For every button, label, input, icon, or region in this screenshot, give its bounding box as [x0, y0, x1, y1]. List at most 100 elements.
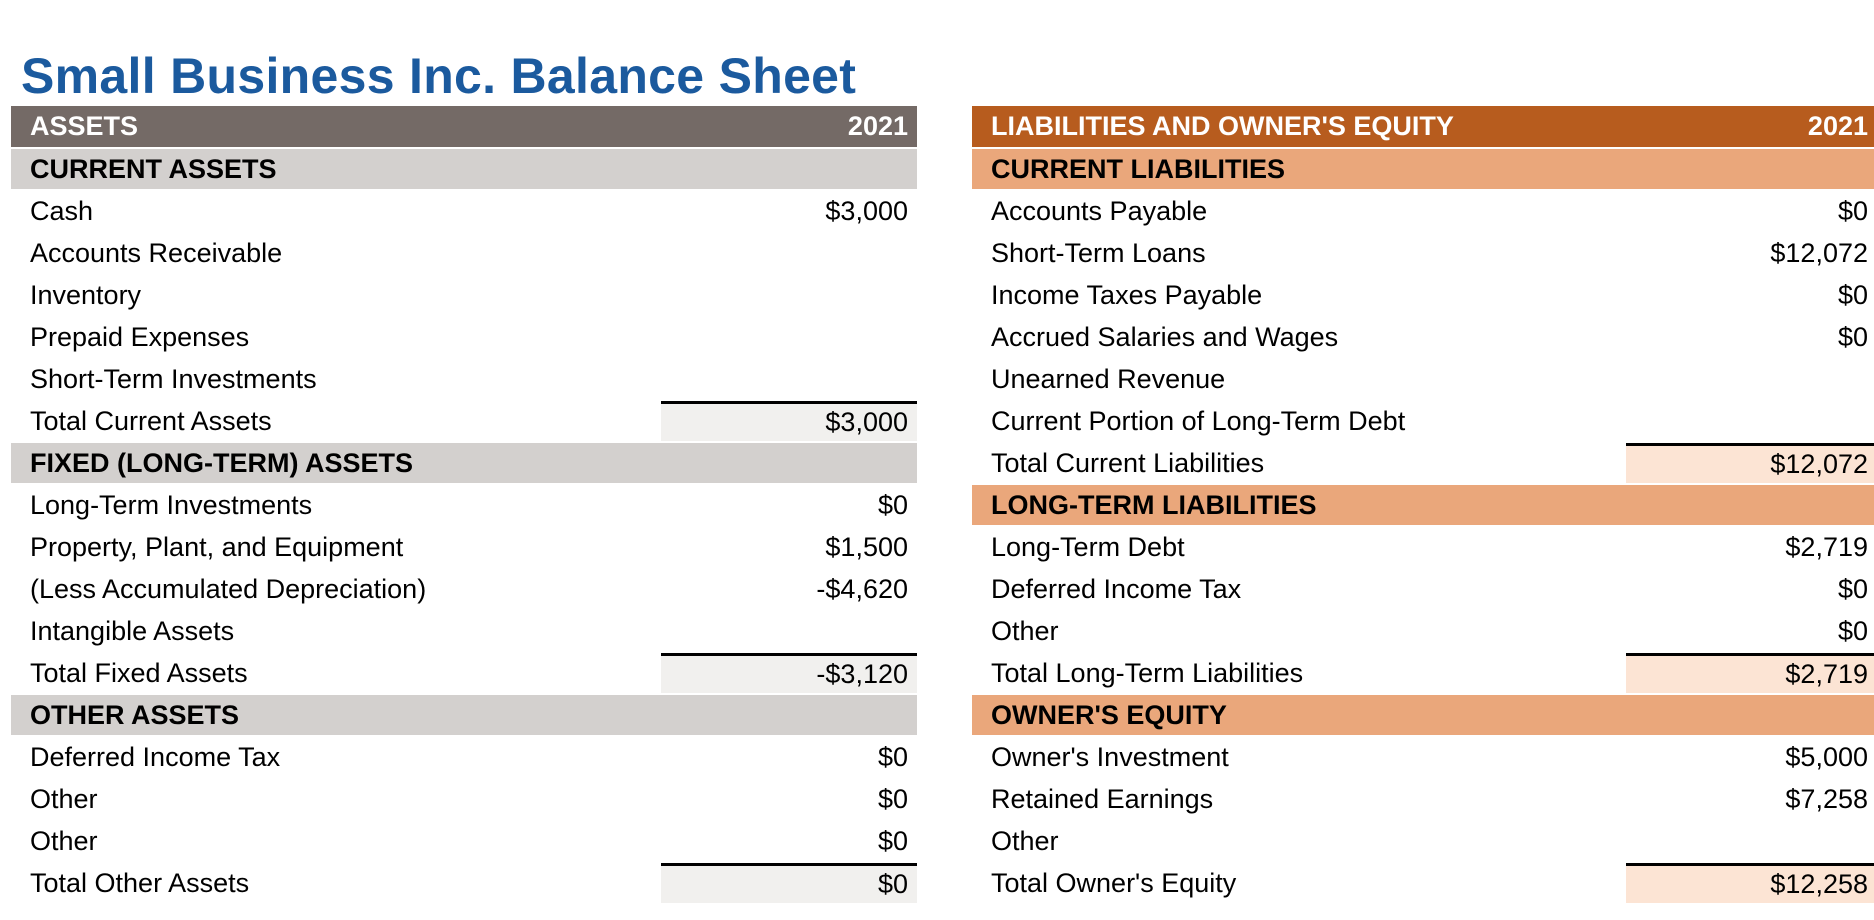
section-header-row: LONG-TERM LIABILITIES [972, 485, 1874, 525]
table-row: Accounts Receivable [11, 233, 917, 273]
row-label: Accounts Payable [991, 195, 1208, 226]
row-label: Retained Earnings [991, 783, 1214, 814]
table-row: Property, Plant, and Equipment $1,500 [11, 527, 917, 567]
row-label: OWNER'S EQUITY [991, 699, 1227, 730]
row-value: $0 [1837, 195, 1868, 226]
table-row: Inventory [11, 275, 917, 315]
row-label: LONG-TERM LIABILITIES [991, 489, 1317, 520]
row-value [661, 443, 917, 483]
table-row: Deferred Income Tax $0 [11, 737, 917, 777]
row-label: Long-Term Investments [30, 489, 313, 520]
section-header-row: OWNER'S EQUITY [972, 695, 1874, 735]
section-header-row: OTHER ASSETS [11, 695, 917, 735]
row-label: Prepaid Expenses [30, 321, 250, 352]
row-label: Inventory [30, 279, 142, 310]
row-value: $0 [877, 783, 908, 814]
assets-table: ASSETS 2021 CURRENT ASSETS Cash $3,000 Accoun… [11, 106, 917, 905]
row-value: $5,000 [1785, 741, 1868, 772]
row-value [1626, 821, 1874, 861]
row-label: Total Other Assets [30, 867, 250, 898]
table-row: Owner's Investment $5,000 [972, 737, 1874, 777]
table-row: Short-Term Loans $12,072 [972, 233, 1874, 273]
total-row: Total Owner's Equity $12,258 [972, 863, 1874, 903]
table-row: Other $0 [11, 821, 917, 861]
table-row: Intangible Assets [11, 611, 917, 651]
row-value [1626, 359, 1874, 399]
row-value: $0 [661, 863, 917, 903]
row-value [661, 317, 917, 357]
row-label: CURRENT LIABILITIES [991, 153, 1285, 184]
table-row: Cash $3,000 [11, 191, 917, 231]
table-row: Retained Earnings $7,258 [972, 779, 1874, 819]
section-header-row: CURRENT LIABILITIES [972, 149, 1874, 189]
row-value: $12,072 [1770, 237, 1868, 268]
table-row: Accounts Payable $0 [972, 191, 1874, 231]
table-row: Short-Term Investments [11, 359, 917, 399]
row-label: Income Taxes Payable [991, 279, 1263, 310]
row-value: $7,258 [1785, 783, 1868, 814]
total-row: Total Other Assets $0 [11, 863, 917, 903]
row-value [661, 695, 917, 735]
row-label: Unearned Revenue [991, 363, 1226, 394]
row-label: Deferred Income Tax [991, 573, 1242, 604]
table-row: Income Taxes Payable $0 [972, 275, 1874, 315]
row-label: Long-Term Debt [991, 531, 1185, 562]
row-value: $12,072 [1626, 443, 1874, 483]
row-value [1626, 695, 1874, 735]
row-label: Short-Term Loans [991, 237, 1206, 268]
row-label: Property, Plant, and Equipment [30, 531, 404, 562]
row-label: Total Current Liabilities [991, 447, 1265, 478]
table-row: Long-Term Debt $2,719 [972, 527, 1874, 567]
row-value: $0 [877, 489, 908, 520]
table-row: Unearned Revenue [972, 359, 1874, 399]
section-header-row: CURRENT ASSETS [11, 149, 917, 189]
row-label: Current Portion of Long-Term Debt [991, 405, 1406, 436]
row-value: $2,719 [1626, 653, 1874, 693]
row-value: $0 [877, 741, 908, 772]
total-row: Total Long-Term Liabilities $2,719 [972, 653, 1874, 693]
row-label: Other [991, 825, 1059, 856]
row-value: -$3,120 [661, 653, 917, 693]
row-value [661, 359, 917, 399]
row-label: Owner's Investment [991, 741, 1229, 772]
row-label: Deferred Income Tax [30, 741, 281, 772]
row-label: Total Fixed Assets [30, 657, 248, 688]
total-row: Total Fixed Assets -$3,120 [11, 653, 917, 693]
table-header: ASSETS 2021 [11, 106, 917, 147]
row-label: Other [991, 615, 1059, 646]
row-label: Other [30, 783, 98, 814]
row-value: $2,719 [1785, 531, 1868, 562]
table-row: Deferred Income Tax $0 [972, 569, 1874, 609]
row-label: Total Current Assets [30, 405, 272, 436]
page-title: Small Business Inc. Balance Sheet [21, 47, 857, 104]
row-label: FIXED (LONG-TERM) ASSETS [30, 447, 413, 478]
row-label: Short-Term Investments [30, 363, 317, 394]
row-value: $0 [1837, 573, 1868, 604]
table-row: Long-Term Investments $0 [11, 485, 917, 525]
table-header-label: ASSETS [30, 111, 139, 141]
row-label: CURRENT ASSETS [30, 153, 277, 184]
table-row: Accrued Salaries and Wages $0 [972, 317, 1874, 357]
row-value: $1,500 [825, 531, 908, 562]
row-label: Accounts Receivable [30, 237, 283, 268]
row-value: $0 [1837, 279, 1868, 310]
table-header: LIABILITIES AND OWNER'S EQUITY 2021 [972, 106, 1874, 147]
row-label: Cash [30, 195, 94, 226]
row-value [1626, 401, 1874, 441]
row-label: (Less Accumulated Depreciation) [30, 573, 427, 604]
table-row: (Less Accumulated Depreciation) -$4,620 [11, 569, 917, 609]
row-value: -$4,620 [816, 573, 908, 604]
total-row: Total Current Liabilities $12,072 [972, 443, 1874, 483]
row-value [661, 275, 917, 315]
table-row: Other $0 [972, 611, 1874, 651]
row-value: $12,258 [1626, 863, 1874, 903]
table-header-year: 2021 [847, 111, 908, 141]
liabilities-and-owners-equity-table: LIABILITIES AND OWNER'S EQUITY 2021 CURREN… [972, 106, 1874, 905]
row-label: OTHER ASSETS [30, 699, 240, 730]
row-value: $0 [1837, 615, 1868, 646]
row-label: Total Long-Term Liabilities [991, 657, 1304, 688]
row-label: Intangible Assets [30, 615, 235, 646]
row-value [661, 611, 917, 651]
table-row: Current Portion of Long-Term Debt [972, 401, 1874, 441]
